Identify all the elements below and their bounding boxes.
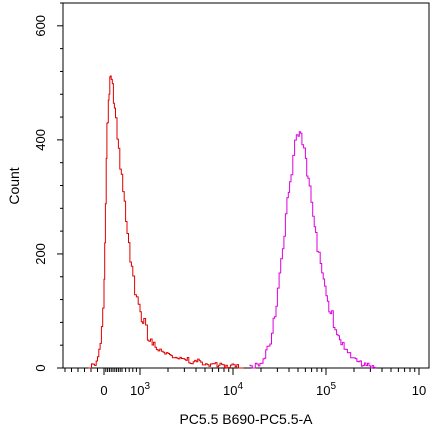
x-tick-label: 0 — [100, 383, 107, 398]
y-tick-label: 600 — [33, 15, 48, 37]
y-tick-label: 400 — [33, 129, 48, 151]
y-tick-label: 200 — [33, 243, 48, 265]
x-tick-label: 105 — [316, 381, 336, 398]
series-layer — [88, 75, 378, 369]
x-tick-label: 10 — [412, 383, 426, 398]
histogram-series-line — [88, 75, 244, 369]
x-axis: 0 103 104 105 10 — [64, 368, 426, 398]
x-tick-label: 103 — [130, 381, 150, 398]
y-tick-label: 0 — [33, 364, 48, 371]
plot-frame — [62, 2, 430, 369]
x-tick-label: 104 — [223, 381, 243, 398]
histogram-series-line — [249, 131, 378, 369]
y-axis: 0 200 400 600 — [33, 2, 63, 372]
x-axis-title: PC5.5 B690-PC5.5-A — [179, 411, 313, 427]
y-axis-title: Count — [6, 167, 22, 204]
